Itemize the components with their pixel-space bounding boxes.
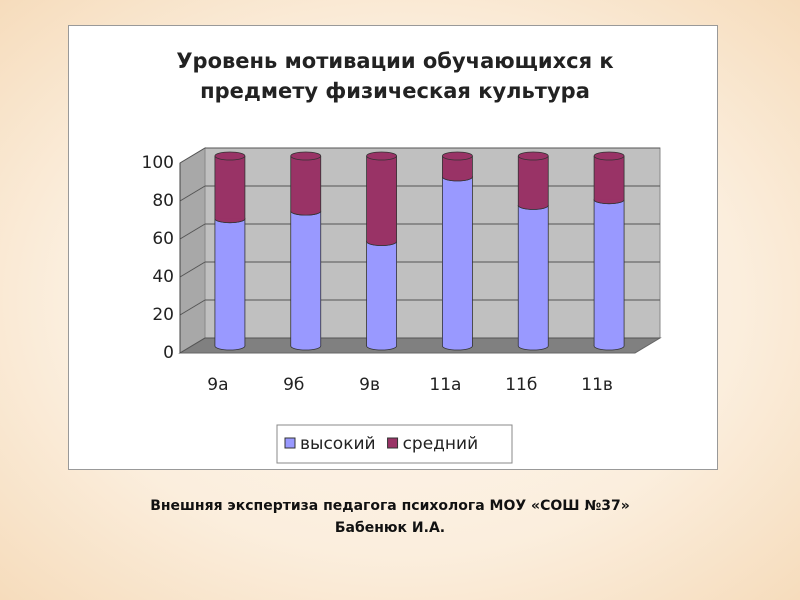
bar-segment [366,241,397,346]
x-tick-label: 9б [283,375,304,395]
y-tick-label: 0 [163,343,174,363]
y-tick-label: 20 [152,305,174,325]
y-tick-label: 40 [152,267,174,287]
bar-segment [214,156,245,219]
legend-swatch [284,437,296,449]
chart-title: Уровень мотивации обучающихся к предмету… [176,49,614,103]
y-tick-label: 60 [152,229,174,249]
grid-line-side [179,261,206,278]
bar-segment [442,176,473,346]
grid-line-side [179,337,206,354]
x-tick-label: 11в [581,375,613,395]
grid-line-side [179,223,206,240]
x-tick-label: 9а [207,375,228,395]
bar-segment [442,156,473,177]
bar-segment [594,199,625,346]
grid-line-side [179,147,206,164]
grid-line-side [179,185,206,202]
bar-top [214,151,246,161]
legend-label: высокий [300,434,376,454]
legend-swatch [387,437,399,449]
grid-line-side [179,299,206,316]
bar-segment [518,156,549,206]
caption-line: Внешняя экспертиза педагога психолога МО… [150,498,630,514]
back-wall [204,147,661,339]
bar-top [290,151,322,161]
bar-segment [290,156,321,212]
side-wall [179,147,206,354]
caption: Внешняя экспертиза педагога психолога МО… [0,495,780,539]
x-tick-label: 11а [429,375,461,395]
x-tick-label: 9в [359,375,380,395]
y-tick-label: 80 [152,191,174,211]
bar-segment [290,211,321,346]
bar-top [593,151,625,161]
bar-segment [366,156,397,242]
bar-segment [214,218,245,346]
bar-top [442,151,473,161]
bar-top [517,151,549,161]
y-tick-label: 100 [142,153,174,173]
bar-top [366,151,397,161]
legend-label: средний [403,434,479,454]
bar-segment [518,205,549,346]
x-tick-label: 11б [505,375,537,395]
bar-segment [594,156,625,200]
floor [178,337,662,354]
caption-line: Бабенюк И.А. [334,520,446,536]
